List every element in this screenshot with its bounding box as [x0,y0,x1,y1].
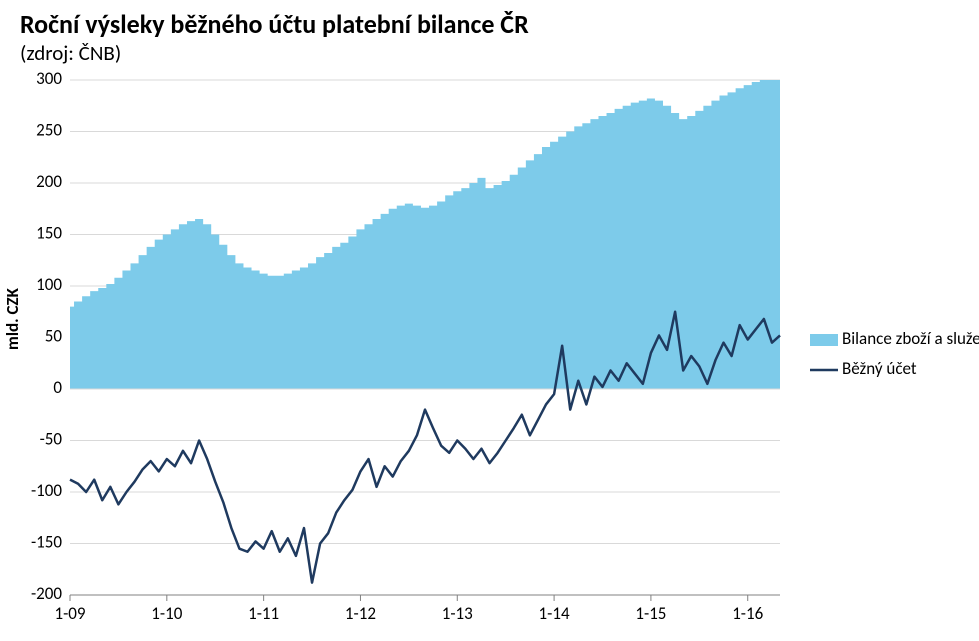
y-tick-label: -100 [31,480,62,501]
x-tick-label: 1-09 [54,603,85,624]
legend-label-area: Bilance zboží a služeb [842,328,979,349]
legend-swatch-area [810,334,838,346]
y-tick-label: 50 [45,326,63,347]
y-tick-label: 250 [36,120,62,141]
x-tick-label: 1-13 [442,603,473,624]
y-tick-label: -50 [40,429,63,450]
y-tick-label: 100 [36,274,62,295]
y-tick-label: -200 [31,583,62,604]
y-tick-label: 200 [36,171,62,192]
x-tick-label: 1-16 [732,603,763,624]
x-tick-label: 1-14 [539,603,570,624]
y-tick-label: -150 [31,532,62,553]
y-tick-label: 0 [53,377,62,398]
x-tick-label: 1-15 [635,603,666,624]
x-tick-label: 1-11 [248,603,279,624]
x-tick-label: 1-12 [345,603,376,624]
area-series-bilance [70,80,780,389]
x-tick-label: 1-10 [151,603,182,624]
y-tick-label: 300 [36,68,62,89]
chart-canvas: -200 -150 -100 -50 0 50 100 150 200 250 300 1-09 1-1… [0,0,979,641]
legend-label-line: Běžný účet [842,358,917,379]
y-tick-label: 150 [36,223,62,244]
